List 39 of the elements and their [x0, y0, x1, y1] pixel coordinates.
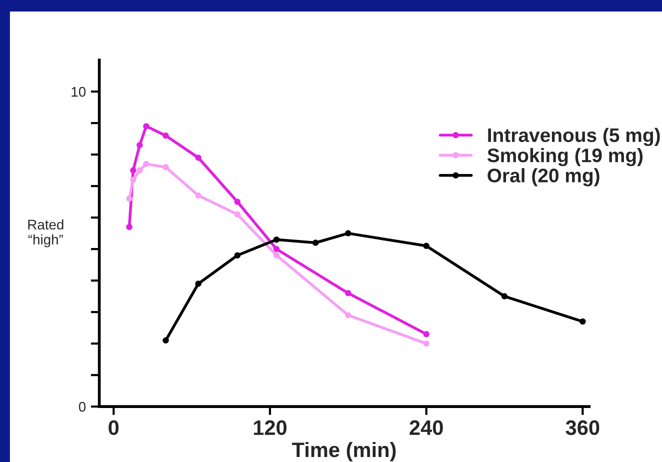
- point: [195, 280, 202, 287]
- point: [234, 252, 241, 258]
- point: [423, 340, 430, 347]
- point: [234, 198, 241, 205]
- x-tick-label: 240: [410, 420, 443, 436]
- point: [143, 123, 150, 130]
- point: [423, 330, 430, 338]
- y-axis-title: Rated “high”: [28, 219, 64, 248]
- point: [162, 337, 169, 344]
- legend-label: Oral (20 mg): [488, 168, 600, 186]
- point: [126, 224, 132, 230]
- point: [345, 312, 352, 318]
- point: [130, 176, 136, 183]
- point: [423, 242, 430, 250]
- point: [273, 252, 280, 258]
- point: [234, 211, 241, 218]
- point: [345, 290, 352, 296]
- point: [126, 196, 132, 202]
- point: [136, 142, 143, 148]
- point: [195, 154, 202, 161]
- x-tick-label: 360: [566, 420, 600, 436]
- point: [273, 246, 280, 252]
- point: [162, 164, 169, 170]
- point: [273, 236, 280, 243]
- point: [312, 240, 319, 246]
- point: [143, 160, 150, 168]
- point: [130, 167, 136, 174]
- legend-label: Intravenous (5 mg): [488, 128, 660, 146]
- x-tick-label: 120: [254, 420, 287, 436]
- point: [195, 192, 202, 199]
- y-tick-label: 10: [72, 86, 86, 97]
- x-axis-title: Time (min): [292, 442, 396, 462]
- legend-label: Smoking (19 mg): [487, 148, 643, 166]
- point: [162, 132, 169, 139]
- x-tick-label: 0: [108, 420, 119, 436]
- point: [580, 318, 586, 325]
- point: [345, 230, 352, 236]
- point: [136, 167, 143, 174]
- point: [501, 293, 508, 300]
